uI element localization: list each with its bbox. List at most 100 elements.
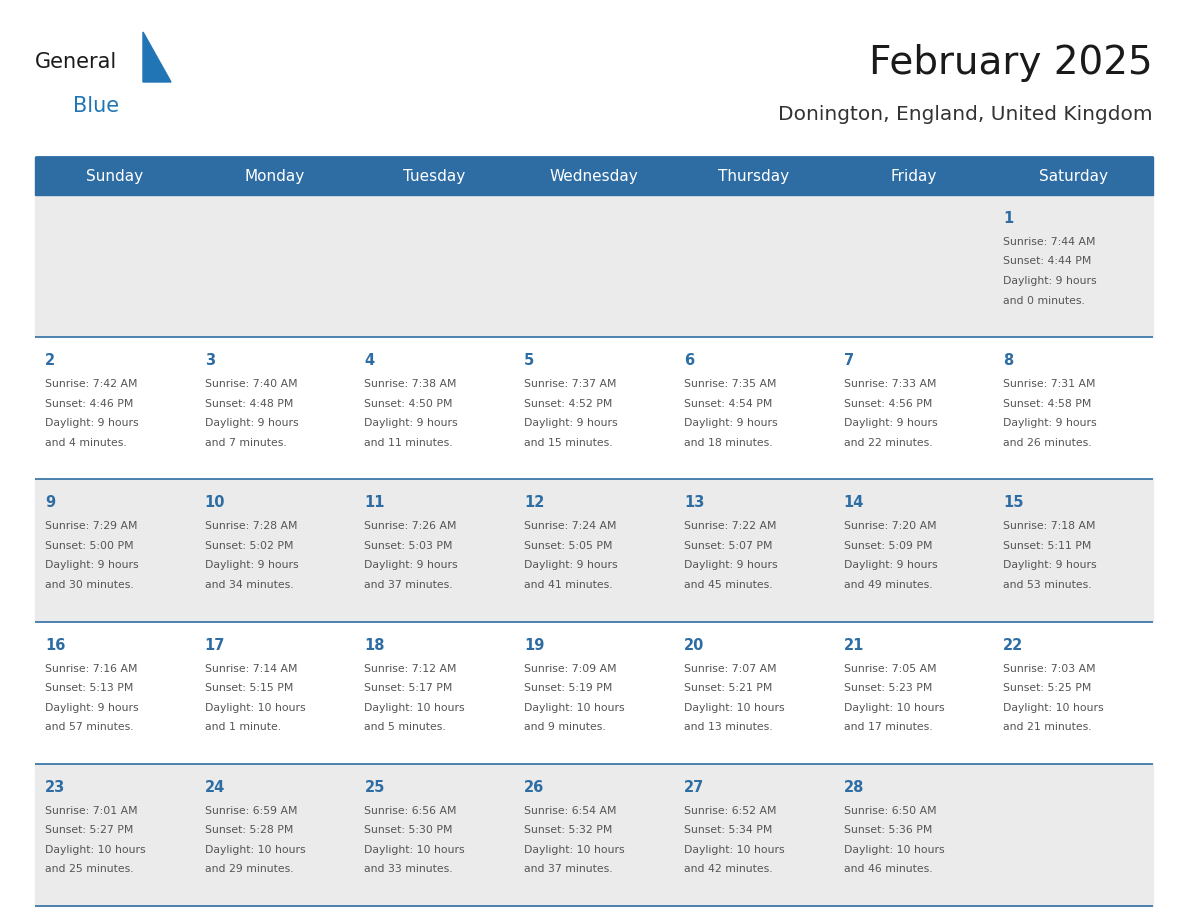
Text: Daylight: 10 hours: Daylight: 10 hours [524,845,625,855]
Text: Sunset: 5:25 PM: Sunset: 5:25 PM [1004,683,1092,693]
Text: and 5 minutes.: and 5 minutes. [365,722,447,732]
Text: Daylight: 9 hours: Daylight: 9 hours [365,419,459,428]
Text: Sunset: 4:48 PM: Sunset: 4:48 PM [204,398,293,409]
Text: and 41 minutes.: and 41 minutes. [524,580,613,590]
Text: 24: 24 [204,779,225,795]
Text: Sunset: 5:28 PM: Sunset: 5:28 PM [204,825,293,835]
Bar [34,479,1154,621]
Text: Sunrise: 7:09 AM: Sunrise: 7:09 AM [524,664,617,674]
Text: 1: 1 [1004,211,1013,226]
Text: Donington, England, United Kingdom: Donington, England, United Kingdom [778,105,1154,124]
Text: 5: 5 [524,353,535,368]
Text: Daylight: 10 hours: Daylight: 10 hours [524,702,625,712]
Text: 9: 9 [45,496,55,510]
Text: 28: 28 [843,779,864,795]
Text: 23: 23 [45,779,65,795]
Text: Sunset: 5:05 PM: Sunset: 5:05 PM [524,541,613,551]
Text: Sunrise: 6:59 AM: Sunrise: 6:59 AM [204,806,297,816]
Text: Sunrise: 7:35 AM: Sunrise: 7:35 AM [684,379,776,389]
Text: Blue: Blue [72,96,119,116]
Text: Sunset: 5:02 PM: Sunset: 5:02 PM [204,541,293,551]
Text: Sunrise: 7:01 AM: Sunrise: 7:01 AM [45,806,138,816]
Text: Sunset: 5:03 PM: Sunset: 5:03 PM [365,541,453,551]
Text: 14: 14 [843,496,864,510]
Text: Sunset: 5:07 PM: Sunset: 5:07 PM [684,541,772,551]
Text: and 37 minutes.: and 37 minutes. [365,580,453,590]
Text: and 7 minutes.: and 7 minutes. [204,438,286,448]
Text: 18: 18 [365,638,385,653]
Text: Daylight: 9 hours: Daylight: 9 hours [843,419,937,428]
Text: Wednesday: Wednesday [550,169,638,184]
Bar [34,157,1154,195]
Text: Daylight: 9 hours: Daylight: 9 hours [1004,276,1097,286]
Text: Sunrise: 7:07 AM: Sunrise: 7:07 AM [684,664,777,674]
Text: and 49 minutes.: and 49 minutes. [843,580,933,590]
Text: Sunset: 5:34 PM: Sunset: 5:34 PM [684,825,772,835]
Text: Daylight: 9 hours: Daylight: 9 hours [684,419,777,428]
Text: Daylight: 9 hours: Daylight: 9 hours [843,560,937,570]
Text: 10: 10 [204,496,226,510]
Text: Sunset: 5:15 PM: Sunset: 5:15 PM [204,683,293,693]
Text: 26: 26 [524,779,544,795]
Text: Sunset: 5:21 PM: Sunset: 5:21 PM [684,683,772,693]
Text: Sunrise: 7:44 AM: Sunrise: 7:44 AM [1004,237,1095,247]
Text: Sunrise: 6:56 AM: Sunrise: 6:56 AM [365,806,457,816]
Text: Daylight: 10 hours: Daylight: 10 hours [45,845,146,855]
Text: Sunrise: 7:26 AM: Sunrise: 7:26 AM [365,521,457,532]
Text: and 22 minutes.: and 22 minutes. [843,438,933,448]
Text: Sunset: 5:19 PM: Sunset: 5:19 PM [524,683,613,693]
Text: 11: 11 [365,496,385,510]
Text: Daylight: 9 hours: Daylight: 9 hours [524,560,618,570]
Text: Daylight: 10 hours: Daylight: 10 hours [365,702,465,712]
Text: and 53 minutes.: and 53 minutes. [1004,580,1092,590]
Text: Daylight: 9 hours: Daylight: 9 hours [45,419,139,428]
Text: Daylight: 10 hours: Daylight: 10 hours [843,845,944,855]
Text: and 1 minute.: and 1 minute. [204,722,280,732]
Text: Sunrise: 7:33 AM: Sunrise: 7:33 AM [843,379,936,389]
Text: and 9 minutes.: and 9 minutes. [524,722,606,732]
Text: Sunset: 5:23 PM: Sunset: 5:23 PM [843,683,931,693]
Text: Sunrise: 7:37 AM: Sunrise: 7:37 AM [524,379,617,389]
Text: Sunset: 5:30 PM: Sunset: 5:30 PM [365,825,453,835]
Text: Sunset: 4:44 PM: Sunset: 4:44 PM [1004,256,1092,266]
Text: Daylight: 9 hours: Daylight: 9 hours [1004,560,1097,570]
Text: Daylight: 10 hours: Daylight: 10 hours [204,702,305,712]
Text: 25: 25 [365,779,385,795]
Text: and 30 minutes.: and 30 minutes. [45,580,134,590]
Text: Sunrise: 7:40 AM: Sunrise: 7:40 AM [204,379,297,389]
Text: Sunset: 5:11 PM: Sunset: 5:11 PM [1004,541,1092,551]
Bar [34,195,1154,337]
Text: 13: 13 [684,496,704,510]
Text: Sunset: 4:46 PM: Sunset: 4:46 PM [45,398,133,409]
Text: Sunrise: 7:20 AM: Sunrise: 7:20 AM [843,521,936,532]
Text: 21: 21 [843,638,864,653]
Text: Daylight: 9 hours: Daylight: 9 hours [684,560,777,570]
Text: Monday: Monday [245,169,304,184]
Bar [34,621,1154,764]
Text: Sunset: 4:50 PM: Sunset: 4:50 PM [365,398,453,409]
Text: and 0 minutes.: and 0 minutes. [1004,296,1085,306]
Text: Sunrise: 7:31 AM: Sunrise: 7:31 AM [1004,379,1095,389]
Text: Sunrise: 7:18 AM: Sunrise: 7:18 AM [1004,521,1095,532]
Text: Sunrise: 7:14 AM: Sunrise: 7:14 AM [204,664,297,674]
Text: Tuesday: Tuesday [403,169,466,184]
Text: Sunset: 4:58 PM: Sunset: 4:58 PM [1004,398,1092,409]
Text: Sunrise: 7:03 AM: Sunrise: 7:03 AM [1004,664,1095,674]
Text: Daylight: 9 hours: Daylight: 9 hours [1004,419,1097,428]
Text: Sunset: 5:27 PM: Sunset: 5:27 PM [45,825,133,835]
Text: Sunrise: 7:42 AM: Sunrise: 7:42 AM [45,379,138,389]
Text: 12: 12 [524,496,544,510]
Text: and 46 minutes.: and 46 minutes. [843,865,933,874]
Text: Sunset: 4:52 PM: Sunset: 4:52 PM [524,398,613,409]
Text: and 18 minutes.: and 18 minutes. [684,438,772,448]
Text: 27: 27 [684,779,704,795]
Text: and 15 minutes.: and 15 minutes. [524,438,613,448]
Text: and 34 minutes.: and 34 minutes. [204,580,293,590]
Text: February 2025: February 2025 [870,44,1154,82]
Text: and 21 minutes.: and 21 minutes. [1004,722,1092,732]
Text: Sunrise: 7:05 AM: Sunrise: 7:05 AM [843,664,936,674]
Text: and 57 minutes.: and 57 minutes. [45,722,133,732]
Text: 7: 7 [843,353,854,368]
Text: 8: 8 [1004,353,1013,368]
Text: Sunrise: 7:38 AM: Sunrise: 7:38 AM [365,379,457,389]
